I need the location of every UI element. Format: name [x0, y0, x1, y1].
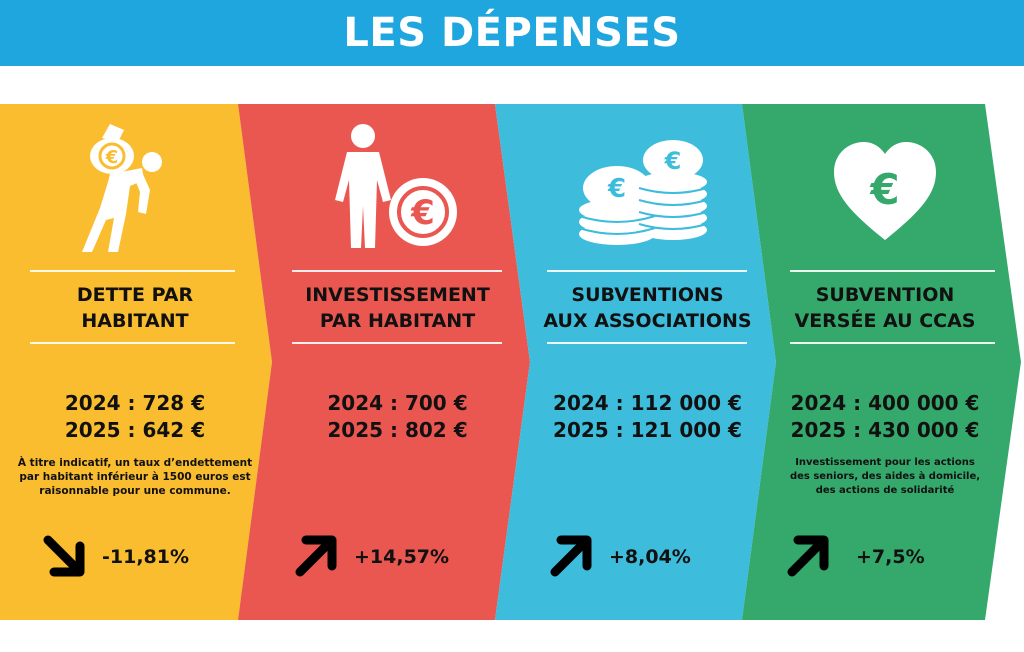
panel-ccas-shape — [742, 104, 1021, 620]
arrow-up-right-icon — [787, 535, 829, 577]
change-percent: -11,81% — [102, 546, 190, 568]
chevron-background — [0, 104, 1021, 620]
svg-text:€: € — [105, 147, 119, 168]
panel-subventions-values: 2024 : 112 000 € 2025 : 121 000 € — [525, 390, 770, 444]
expenses-band: € DETTE PAR HABITANT 2024 : 728 € 2025 :… — [0, 104, 1024, 620]
page-title: LES DÉPENSES — [343, 10, 681, 56]
panel-dette-trend: -11,81% — [40, 532, 240, 582]
person-carrying-money-bag-icon: € — [82, 124, 162, 252]
title-rule-bottom — [547, 342, 747, 344]
panel-investissement-values: 2024 : 700 € 2025 : 802 € — [270, 390, 525, 444]
panel-investissement-title: INVESTISSEMENT PAR HABITANT — [305, 284, 490, 332]
panel-investissement: € INVESTISSEMENT PAR HABITANT 2024 : 700… — [270, 104, 525, 620]
panel-investissement-shape — [238, 104, 530, 620]
value-2025: 2025 : 430 000 € — [790, 418, 980, 442]
change-percent: +14,57% — [354, 546, 450, 568]
arrow-up-right-icon — [295, 535, 337, 577]
title-rule-top — [292, 270, 502, 272]
panel-ccas-trend: +7,5% — [784, 532, 984, 582]
value-2024: 2024 : 728 € — [64, 391, 206, 415]
title-rule-bottom — [292, 342, 502, 344]
euro-coin-stacks-icon: € € — [578, 140, 707, 245]
value-2025: 2025 : 642 € — [64, 418, 206, 442]
title-rule-top — [30, 270, 235, 272]
arrow-down-right-icon — [43, 535, 85, 577]
title-rule-top — [790, 270, 995, 272]
header-banner: LES DÉPENSES — [0, 0, 1024, 66]
title-rule-bottom — [790, 342, 995, 344]
heart-euro-icon: € — [834, 142, 936, 240]
change-percent: +8,04% — [609, 546, 691, 568]
panel-ccas-values: 2024 : 400 000 € 2025 : 430 000 € — [770, 390, 1000, 444]
panel-investissement-trend: +14,57% — [292, 532, 512, 582]
person-euro-coin-icon: € — [334, 124, 457, 248]
value-2024: 2024 : 400 000 € — [790, 391, 980, 415]
value-2025: 2025 : 802 € — [327, 418, 468, 442]
value-2025: 2025 : 121 000 € — [553, 418, 742, 442]
svg-text:€: € — [410, 193, 435, 233]
panel-subventions-shape — [495, 104, 776, 620]
panel-dette-values: 2024 : 728 € 2025 : 642 € — [0, 390, 270, 444]
panel-dette-title: DETTE PAR HABITANT — [76, 284, 194, 332]
panel-ccas-note: Investissement pour les actions des seni… — [789, 457, 981, 496]
panel-dette: € DETTE PAR HABITANT 2024 : 728 € 2025 :… — [0, 104, 270, 620]
title-rule-top — [547, 270, 747, 272]
value-2024: 2024 : 700 € — [327, 391, 468, 415]
value-2024: 2024 : 112 000 € — [553, 391, 742, 415]
svg-text:€: € — [869, 165, 899, 214]
svg-text:€: € — [606, 174, 625, 204]
arrow-up-right-icon — [550, 535, 592, 577]
panel-subventions: € € SUBVENTIONS AUX ASSOCIATIONS 2024 : … — [525, 104, 770, 620]
panel-dette-shape — [0, 104, 272, 620]
panel-ccas-title: SUBVENTION VERSÉE AU CCAS — [794, 284, 976, 332]
panel-dette-note: À titre indicatif, un taux d’endettement… — [17, 457, 253, 497]
title-rule-bottom — [30, 342, 235, 344]
change-percent: +7,5% — [856, 546, 925, 568]
panel-ccas: € SUBVENTION VERSÉE AU CCAS 2024 : 400 0… — [770, 104, 1000, 620]
panel-subventions-trend: +8,04% — [547, 532, 757, 582]
svg-text:€: € — [663, 147, 681, 175]
panel-subventions-title: SUBVENTIONS AUX ASSOCIATIONS — [543, 284, 752, 332]
